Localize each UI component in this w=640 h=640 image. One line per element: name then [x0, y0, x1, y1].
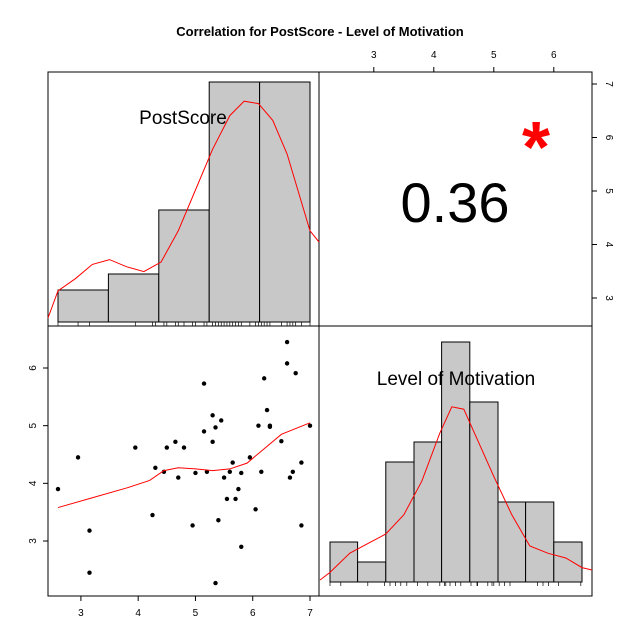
correlation-value: 0.36 [401, 171, 510, 234]
scatter-point [290, 469, 296, 474]
scatter-point [219, 418, 224, 423]
scatter-point [267, 423, 273, 428]
motivation-hist-bar [385, 461, 415, 583]
postscore-hist-bar [208, 81, 261, 323]
motivation-hist-bar [469, 401, 499, 583]
scatter-point [227, 469, 233, 474]
right-axis-tick-label: 7 [603, 81, 614, 87]
axes: 3 4 5 6 7 3 4 5 6 3 4 5 6 3 4 5 6 7 [28, 50, 614, 619]
scatter-point [284, 339, 290, 345]
right-axis-tick-label: 4 [603, 242, 614, 248]
postscore-hist-bar [259, 81, 311, 323]
scatter-point [256, 423, 261, 428]
left-axis-tick-label: 3 [28, 538, 39, 544]
motivation-histogram [319, 341, 593, 586]
motivation-hist-bar [441, 341, 471, 583]
scatter-point [259, 469, 264, 474]
scatter-point [224, 496, 230, 502]
scatter-plot [55, 339, 313, 586]
motivation-hist-bar [413, 441, 443, 583]
scatter-point [87, 570, 92, 575]
scatter-point [213, 425, 218, 430]
scatter-point [299, 460, 304, 465]
scatter-point [87, 528, 92, 533]
top-axis-tick-label: 4 [431, 50, 437, 61]
scatter-point [55, 486, 61, 492]
scatter-point [230, 460, 235, 465]
scatter-point [233, 496, 238, 502]
scatter-point [153, 465, 158, 470]
scatter-point [150, 512, 155, 518]
scatter-point [164, 445, 170, 450]
motivation-density-line [319, 406, 593, 581]
bottom-axis-tick-label: 6 [250, 608, 256, 619]
top-axis-tick-label: 6 [551, 50, 557, 61]
scatter-point [190, 523, 195, 528]
scatter-smoother-line [57, 422, 311, 509]
scatter-point [216, 518, 221, 523]
bottom-axis-tick-label: 4 [135, 608, 141, 619]
panel-bottom-right-frame [318, 325, 593, 597]
bottom-axis-tick-label: 7 [307, 608, 313, 619]
bottom-axis-tick-label: 5 [193, 608, 199, 619]
significance-star: * [522, 108, 550, 188]
top-axis-tick-label: 3 [371, 50, 377, 61]
scatter-point [307, 423, 313, 428]
chart-title: Correlation for PostScore - Level of Mot… [176, 24, 464, 39]
scatter-point [210, 413, 215, 418]
scatter-point [264, 407, 270, 413]
scatter-point [261, 376, 267, 381]
scatter-point [210, 439, 215, 445]
scatter-point [201, 429, 207, 434]
scatter-point [299, 523, 304, 528]
right-axis-tick-label: 5 [603, 188, 614, 194]
scatter-point [193, 470, 198, 476]
motivation-hist-bar [525, 501, 555, 583]
left-axis-tick-label: 4 [28, 480, 39, 486]
motivation-diagonal-label: Level of Motivation [377, 369, 535, 390]
scatter-point [284, 361, 290, 366]
postscore-histogram [47, 81, 320, 326]
bottom-axis-tick-label: 3 [78, 608, 84, 619]
scatter-point [239, 544, 244, 549]
postscore-hist-bar [158, 209, 210, 323]
left-axis-tick-label: 6 [28, 365, 39, 371]
scatter-point [287, 475, 293, 480]
right-axis-tick-label: 6 [603, 135, 614, 141]
postscore-density-line [47, 100, 320, 319]
scatter-point [279, 439, 284, 444]
scatter-point [176, 475, 181, 480]
scatter-point [221, 475, 227, 480]
left-axis-tick-label: 5 [28, 422, 39, 428]
scatter-point [173, 439, 178, 445]
scatter-point [75, 455, 81, 460]
panel-bottom-left-frame [47, 325, 320, 597]
scatter-point [213, 580, 218, 586]
scatter-point [204, 469, 210, 474]
postscore-diagonal-label: PostScore [139, 108, 227, 129]
motivation-hist-bar [329, 541, 359, 583]
postscore-hist-bar [57, 289, 109, 323]
top-axis-tick-label: 5 [491, 50, 497, 61]
postscore-hist-bar [107, 273, 160, 323]
scatter-point [201, 381, 207, 386]
scatter-point [133, 445, 138, 450]
motivation-hist-bar [357, 561, 387, 583]
scatter-point [236, 486, 241, 492]
scatter-point [239, 470, 244, 476]
scatter-point [293, 370, 298, 376]
scatter-point [247, 455, 253, 460]
motivation-hist-bar [553, 541, 583, 583]
right-axis-tick-label: 3 [603, 295, 614, 301]
scatter-point [181, 445, 187, 450]
scatter-point [253, 507, 258, 512]
